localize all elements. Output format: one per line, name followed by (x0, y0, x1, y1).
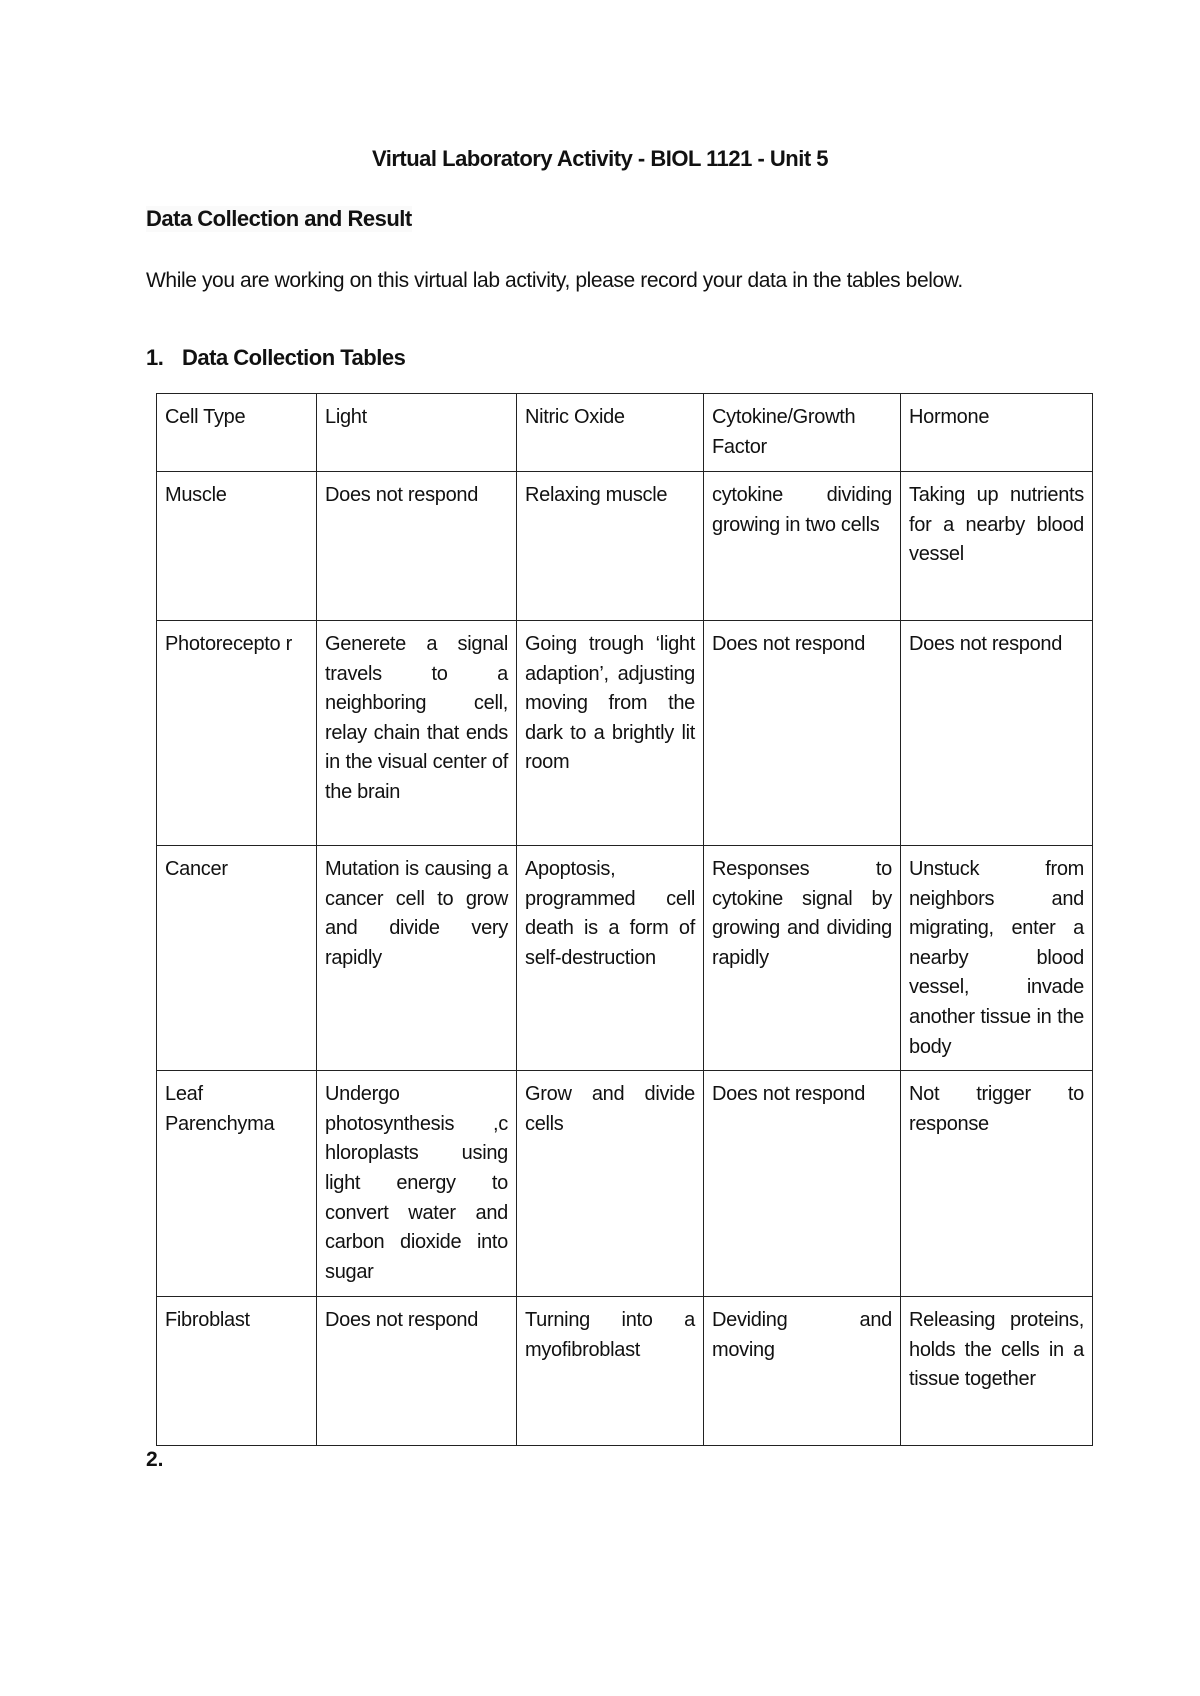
table-cell: Undergo photosynthesis ,c hloroplasts us… (316, 1070, 517, 1298)
table-cell: Deviding and moving (703, 1296, 901, 1447)
table-header-row: Cell Type Light Nitric Oxide Cytokine/Growt… (156, 393, 1093, 472)
section-2-heading: 2. (146, 1448, 164, 1471)
table-row: Muscle Does not respond Relaxing muscle cyt… (156, 471, 1093, 621)
table-cell: Responses to cytokine signal by growing … (703, 844, 901, 1072)
table-cell: Does not respond (316, 1296, 517, 1447)
table-cell: Taking up nutrients for a nearby blood v… (900, 471, 1093, 621)
intro-paragraph: While you are working on this virtual la… (146, 269, 963, 292)
table-cell: Apoptosis, programmed cell death is a fo… (516, 844, 704, 1072)
table-row: Photorecepto r Generete a signal travels … (156, 620, 1093, 846)
section-number: 1. (146, 345, 164, 370)
table-cell: Does not respond (703, 1070, 901, 1298)
table-row: Cancer Mutation is causing a cancer cell … (156, 844, 1093, 1072)
table-row: Leaf Parenchyma Undergo photosynthesis ,c… (156, 1070, 1093, 1298)
table-cell: Going trough ‘light adaption’, adjusting… (516, 620, 704, 846)
section-heading: Data Collection and Result (146, 206, 412, 232)
table-cell: Cancer (156, 844, 317, 1072)
table-cell: Muscle (156, 471, 317, 621)
table-cell: Leaf Parenchyma (156, 1070, 317, 1298)
column-header: Light (316, 393, 517, 472)
table-cell: Mutation is causing a cancer cell to gro… (316, 844, 517, 1072)
table-cell: Generete a signal travels to a neighbori… (316, 620, 517, 846)
section-1-heading: 1. Data Collection Tables (146, 345, 406, 371)
column-header: Cytokine/Growth Factor (703, 393, 901, 472)
table-cell: Does not respond (900, 620, 1093, 846)
table-cell: Does not respond (703, 620, 901, 846)
column-header: Cell Type (156, 393, 317, 472)
data-collection-table: Cell Type Light Nitric Oxide Cytokine/Growt… (156, 393, 1093, 1447)
table-cell: cytokine dividing growing in two cells (703, 471, 901, 621)
table-cell: Fibroblast (156, 1296, 317, 1447)
table-cell: Relaxing muscle (516, 471, 704, 621)
table-row: Fibroblast Does not respond Turning into a… (156, 1296, 1093, 1447)
document-title: Virtual Laboratory Activity - BIOL 1121 … (371, 146, 829, 171)
table-cell: Photorecepto r (156, 620, 317, 846)
table-cell: Unstuck from neighbors and migrating, en… (900, 844, 1093, 1072)
table-cell: Releasing proteins, holds the cells in a… (900, 1296, 1093, 1447)
table-cell: Grow and divide cells (516, 1070, 704, 1298)
table-cell: Not trigger to response (900, 1070, 1093, 1298)
table-cell: Does not respond (316, 471, 517, 621)
table-cell: Turning into a myofibroblast (516, 1296, 704, 1447)
section-label: Data Collection Tables (182, 345, 406, 370)
column-header: Nitric Oxide (516, 393, 704, 472)
column-header: Hormone (900, 393, 1093, 472)
